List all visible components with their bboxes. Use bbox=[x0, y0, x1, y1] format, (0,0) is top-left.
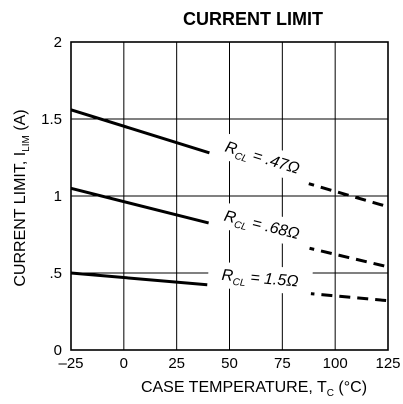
curve-label-subscript: CL bbox=[233, 219, 248, 233]
y-tick-label: 1 bbox=[54, 188, 62, 205]
y-tick-label: .5 bbox=[49, 265, 62, 282]
x-axis-label-main: CASE TEMPERATURE, T bbox=[141, 379, 327, 396]
curve-label: RCL = 1.5Ω bbox=[207, 260, 313, 296]
grid bbox=[70, 41, 389, 351]
x-tick-label: 0 bbox=[120, 355, 128, 372]
curve-label-background bbox=[208, 199, 316, 251]
curve-label-subscript: CL bbox=[232, 277, 246, 289]
y-axis-label-unit: (A) bbox=[12, 109, 29, 135]
curve-label-r: R bbox=[223, 139, 240, 159]
y-tick-labels: 0 .5 1 1.5 2 bbox=[41, 34, 62, 359]
x-tick-label: 75 bbox=[274, 355, 291, 372]
curve-label-background bbox=[208, 129, 316, 186]
y-axis-label: CURRENT LIMIT, ILIM (A) bbox=[12, 109, 32, 286]
x-tick-label: 125 bbox=[375, 355, 400, 372]
series-dashed-line bbox=[303, 291, 389, 303]
curve-label-text: RCL = 1.5Ω bbox=[221, 267, 299, 294]
curve-label-r: R bbox=[222, 208, 238, 227]
x-axis-label-subscript: C bbox=[327, 388, 334, 399]
y-axis-label-main: CURRENT LIMIT, I bbox=[12, 152, 29, 287]
y-tick-label: 1.5 bbox=[41, 111, 62, 128]
x-tick-label: –25 bbox=[58, 355, 83, 372]
y-axis-label-subscript: LIM bbox=[21, 135, 32, 152]
y-tick-label: 2 bbox=[54, 34, 62, 51]
x-tick-labels: –25 0 25 50 75 100 125 bbox=[58, 355, 400, 372]
x-axis-label: CASE TEMPERATURE, TC (°C) bbox=[141, 379, 367, 399]
series-dashed-line bbox=[303, 180, 389, 209]
curve-label-subscript: CL bbox=[233, 151, 248, 165]
x-tick-label: 50 bbox=[221, 355, 238, 372]
x-tick-label: 100 bbox=[323, 355, 348, 372]
curve-label: RCL = .68Ω bbox=[208, 199, 316, 251]
curve-label: RCL = .47Ω bbox=[208, 129, 316, 186]
chart-title: CURRENT LIMIT bbox=[183, 9, 323, 29]
x-axis-label-unit: (°C) bbox=[334, 379, 367, 396]
curve-label-value: = 1.5Ω bbox=[245, 269, 299, 290]
plot-frame bbox=[70, 41, 389, 351]
series-dashed-line bbox=[303, 245, 389, 269]
curve-label-background bbox=[207, 260, 313, 296]
x-tick-label: 25 bbox=[168, 355, 185, 372]
y-tick-label: 0 bbox=[54, 342, 62, 359]
curve-label-r: R bbox=[221, 267, 234, 285]
